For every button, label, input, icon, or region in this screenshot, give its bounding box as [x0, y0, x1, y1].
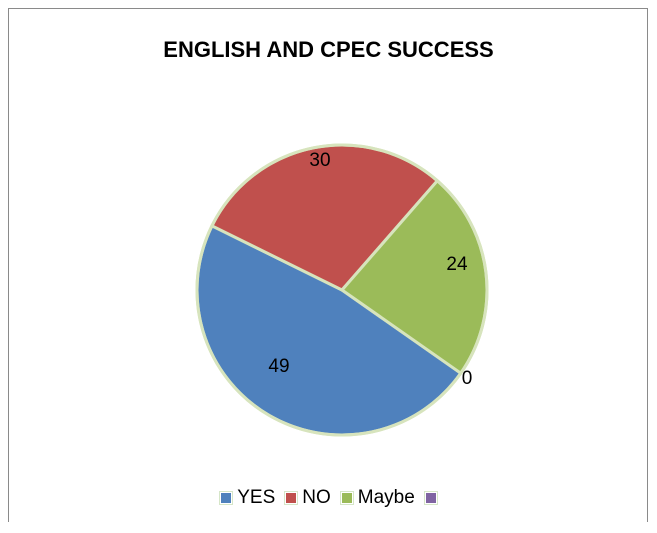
- legend-label: Maybe: [357, 487, 415, 508]
- legend-item-yes: YES: [219, 487, 276, 509]
- data-label-maybe: 24: [446, 254, 468, 275]
- data-label-blank: 0: [462, 368, 473, 389]
- legend-label: NO: [302, 487, 331, 508]
- legend-item-blank: [423, 491, 438, 505]
- chart-title: ENGLISH AND CPEC SUCCESS: [163, 37, 494, 62]
- legend-swatch: [423, 491, 438, 505]
- legend-swatch: [339, 491, 354, 505]
- legend-swatch: [284, 491, 299, 505]
- chart-legend: YES NO Maybe: [0, 487, 657, 509]
- pie-outline: [195, 143, 489, 437]
- data-label-yes: 49: [268, 356, 289, 377]
- legend-swatch: [219, 491, 234, 505]
- legend-item-maybe: Maybe: [339, 487, 415, 509]
- legend-item-no: NO: [284, 487, 331, 509]
- data-label-no: 30: [309, 150, 330, 171]
- legend-label: YES: [237, 487, 276, 508]
